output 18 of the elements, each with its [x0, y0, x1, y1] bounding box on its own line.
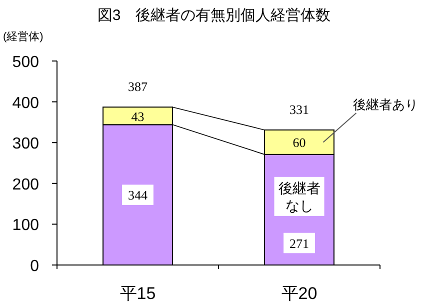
x-tick-label: 平20: [281, 284, 318, 303]
chart-title: 図3 後継者の有無別個人経営体数: [97, 7, 331, 24]
x-tick-label: 平15: [120, 284, 156, 303]
data-label: 271: [290, 236, 309, 251]
y-tick-label: 100: [12, 217, 40, 234]
data-label: 60: [292, 135, 306, 150]
y-axis-title: (経営体): [3, 30, 44, 43]
data-label: 43: [131, 108, 144, 124]
y-tick-label: 300: [12, 136, 40, 153]
y-tick-label: 200: [12, 176, 40, 194]
total-label: 331: [290, 102, 309, 117]
y-tick-label: 0: [30, 258, 40, 275]
y-tick-label: 500: [12, 54, 40, 71]
series-label: 後継者なし: [278, 180, 320, 214]
total-label: 387: [128, 79, 148, 94]
text: 後継者あり: [353, 96, 418, 112]
data-label: 344: [128, 188, 148, 203]
y-tick-label: 400: [12, 94, 40, 112]
